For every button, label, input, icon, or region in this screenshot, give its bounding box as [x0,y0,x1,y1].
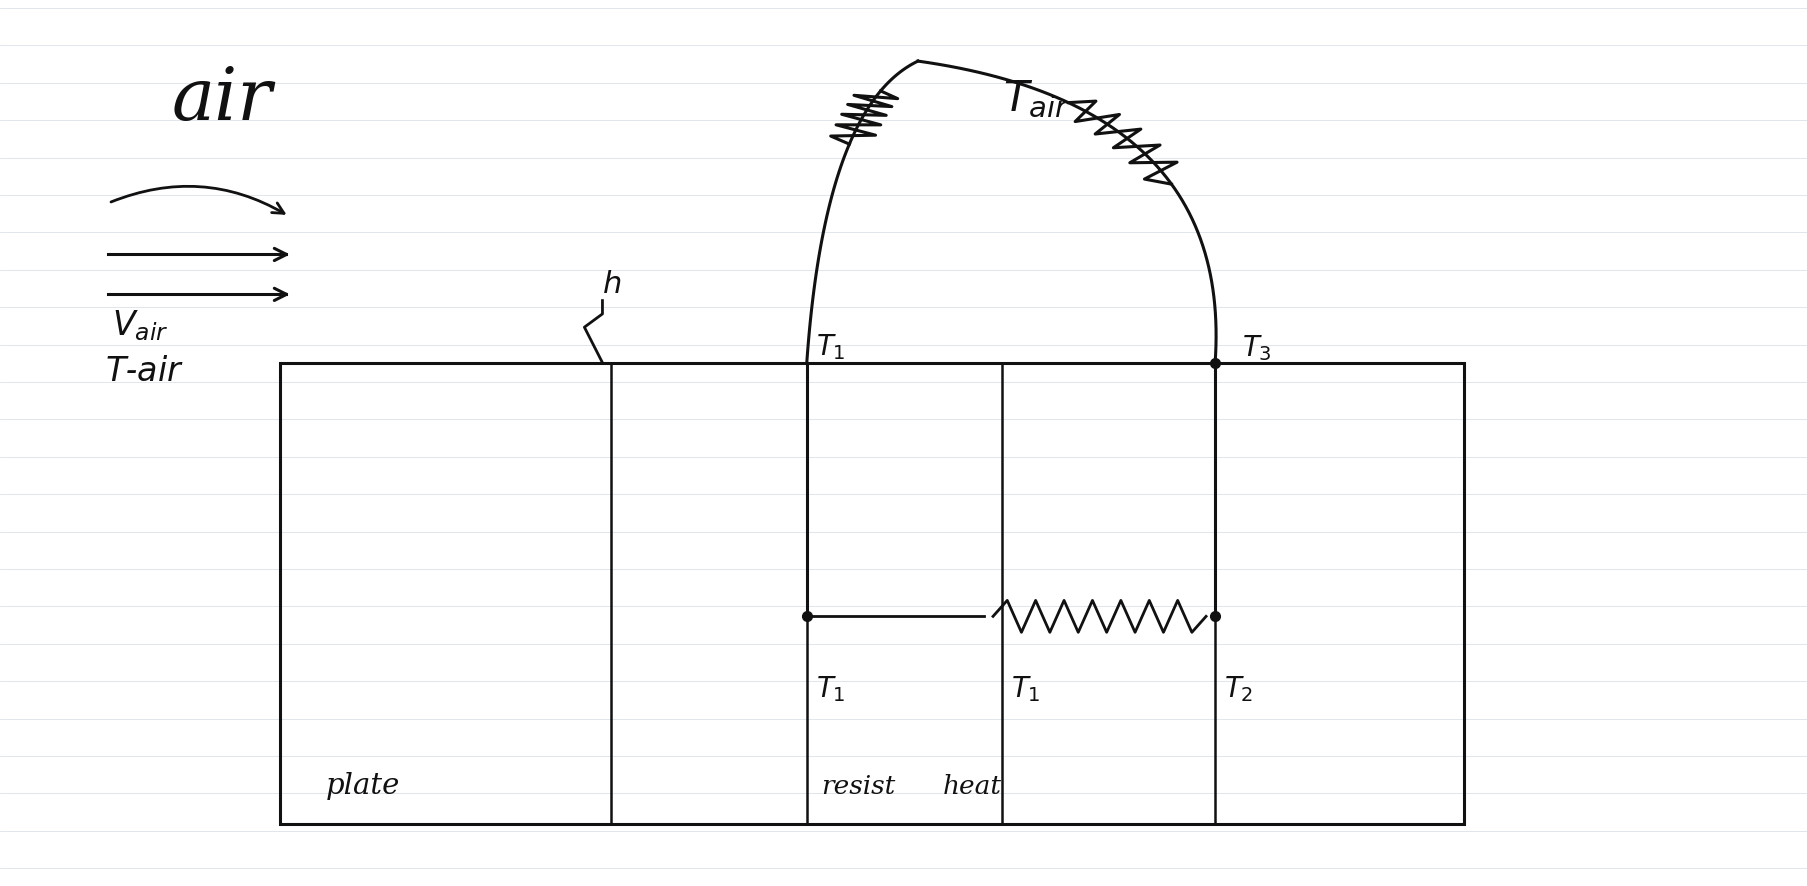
Text: resist: resist [820,773,896,798]
Text: $T$-$air$: $T$-$air$ [105,355,184,387]
Text: air: air [172,64,273,135]
Text: $T_1$: $T_1$ [815,673,846,703]
Bar [280,363,1464,824]
Text: $T_1$: $T_1$ [1012,673,1041,703]
Text: $T_3$: $T_3$ [1241,333,1272,363]
Text: $T_1$: $T_1$ [815,331,846,361]
Text: plate: plate [325,771,399,799]
Text: $T_2$: $T_2$ [1223,673,1254,703]
Text: $h$: $h$ [602,268,622,299]
Text: heat: heat [941,773,1001,798]
Text: $T_{air}$: $T_{air}$ [1003,78,1070,120]
Text: $V_{air}$: $V_{air}$ [112,308,168,343]
